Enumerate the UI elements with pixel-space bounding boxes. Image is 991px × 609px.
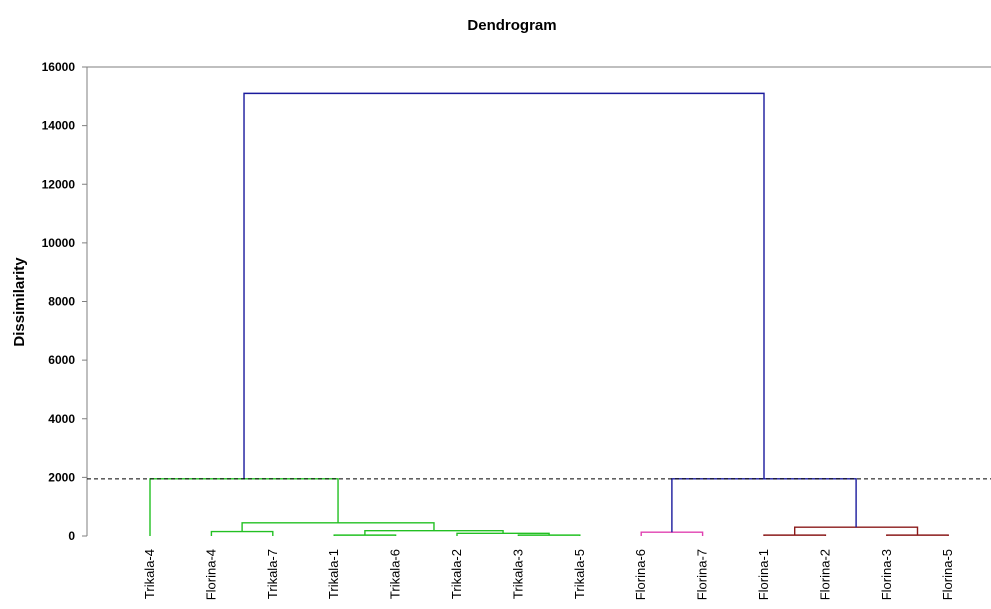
dendrogram-link (149, 478, 339, 536)
leaf-label: Trikala-6 (388, 549, 403, 599)
y-tick-label: 14000 (42, 119, 76, 133)
leaf-label: Florina-3 (879, 549, 894, 600)
leaf-label: Florina-6 (633, 549, 648, 600)
links-layer (87, 92, 991, 536)
leaf-label: Florina-2 (817, 549, 832, 600)
leaf-label: Trikala-4 (142, 549, 157, 599)
leaf-label: Trikala-3 (510, 549, 525, 599)
y-tick-label: 0 (68, 529, 75, 543)
dendrogram-link (243, 92, 765, 479)
dendrogram-link (763, 534, 827, 536)
axis-layer: 0 2000 4000 6000 8000 10000 12000 14000 16000 (42, 60, 991, 543)
dendrogram-link (671, 478, 857, 533)
leaf-label: Trikala-7 (265, 549, 280, 599)
dendrogram-link (794, 526, 919, 536)
y-tick-label: 2000 (48, 470, 75, 484)
dendrogram-link (640, 531, 704, 536)
leaf-label: Trikala-5 (572, 549, 587, 599)
y-tick-label: 16000 (42, 60, 76, 74)
leaf-label: Florina-4 (203, 549, 218, 600)
dendrogram-link (210, 530, 274, 536)
dendrogram-link (886, 534, 949, 536)
y-tick-label: 12000 (42, 177, 76, 191)
leaf-label: Trikala-1 (326, 549, 341, 599)
dendrogram-link (364, 530, 504, 536)
dendrogram-link (456, 532, 550, 536)
leaf-label: Trikala-2 (449, 549, 464, 599)
y-axis-label: Dissimilarity (11, 257, 28, 347)
y-tick-label: 4000 (48, 412, 75, 426)
leaf-label-layer: Trikala-4 Florina-4 Trikala-7 Trikala-1 Trik… (142, 549, 955, 600)
y-tick-label: 10000 (42, 236, 76, 250)
dendrogram-link (517, 534, 581, 536)
leaf-label: Florina-1 (756, 549, 771, 600)
leaf-label: Florina-5 (940, 549, 955, 600)
leaf-label: Florina-7 (695, 549, 710, 600)
dendrogram-link (333, 534, 397, 536)
y-tick-label: 6000 (48, 353, 75, 367)
chart-title: Dendrogram (467, 17, 556, 34)
y-tick-label: 8000 (48, 295, 75, 309)
